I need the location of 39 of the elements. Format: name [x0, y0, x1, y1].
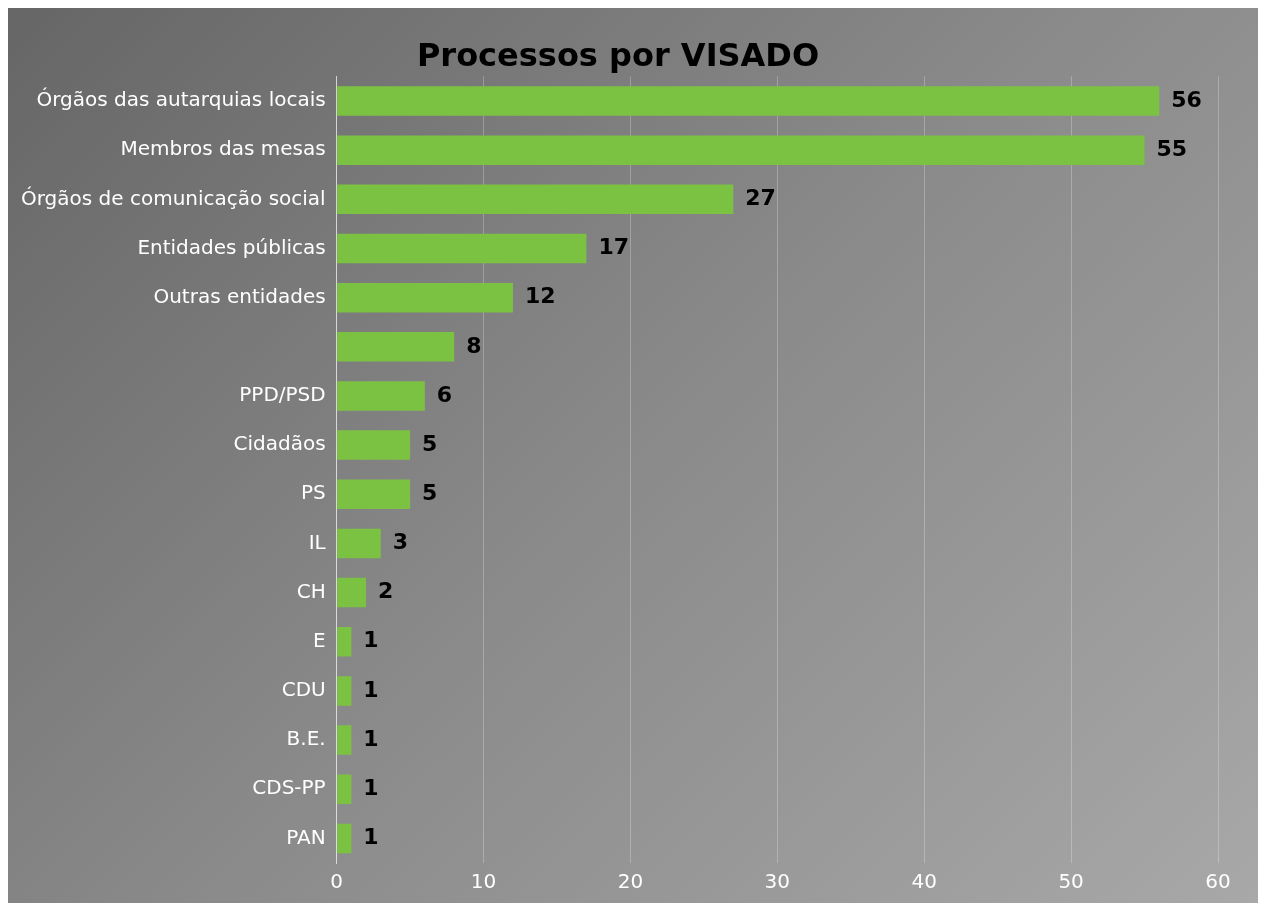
x-tick-label: 50: [1058, 869, 1084, 894]
data-label: 1: [363, 824, 379, 850]
data-label: 17: [598, 234, 630, 260]
y-tick-label: Outras entidades: [153, 283, 326, 308]
y-tick-label: Órgãos das autarquias locais: [36, 87, 326, 112]
data-label: 1: [363, 676, 379, 702]
y-tick-label: CDS-PP: [252, 775, 326, 800]
y-tick-label: B.E.: [286, 726, 326, 751]
data-label: 56: [1171, 86, 1202, 112]
y-tick-label: CDU: [281, 677, 326, 702]
x-tick-label: 10: [470, 869, 497, 894]
y-tick-label: PAN: [286, 824, 326, 849]
data-label: 12: [524, 283, 556, 309]
y-tick-label: IL: [308, 529, 327, 554]
x-tick-label: 60: [1205, 869, 1231, 894]
y-tick-label: Membros das mesas: [120, 136, 326, 161]
y-tick-label: CH: [296, 578, 326, 603]
y-tick-label: Entidades públicas: [137, 234, 326, 259]
chart-title: Processos por VISADO: [416, 35, 820, 74]
data-label: 8: [466, 332, 482, 358]
data-label: 27: [745, 185, 776, 211]
x-tick-label: 0: [330, 869, 344, 894]
data-label: 1: [363, 774, 379, 800]
y-tick-label: Cidadãos: [233, 431, 326, 456]
data-label: 6: [436, 381, 453, 407]
data-label: 5: [422, 480, 438, 505]
y-tick-label: PPD/PSD: [239, 382, 326, 407]
y-tick-label: PS: [300, 480, 326, 505]
data-label: 5: [422, 430, 438, 456]
x-tick-label: 30: [764, 869, 791, 894]
data-label: 3: [392, 529, 409, 555]
data-label: 2: [378, 578, 394, 604]
x-tick-label: 20: [617, 869, 644, 894]
data-label: 1: [363, 725, 379, 751]
x-tick-label: 40: [911, 869, 937, 894]
data-label: 1: [363, 627, 379, 653]
y-tick-label: Órgãos de comunicação social: [20, 185, 326, 210]
y-tick-label: E: [313, 627, 326, 652]
data-label: 55: [1156, 135, 1188, 161]
